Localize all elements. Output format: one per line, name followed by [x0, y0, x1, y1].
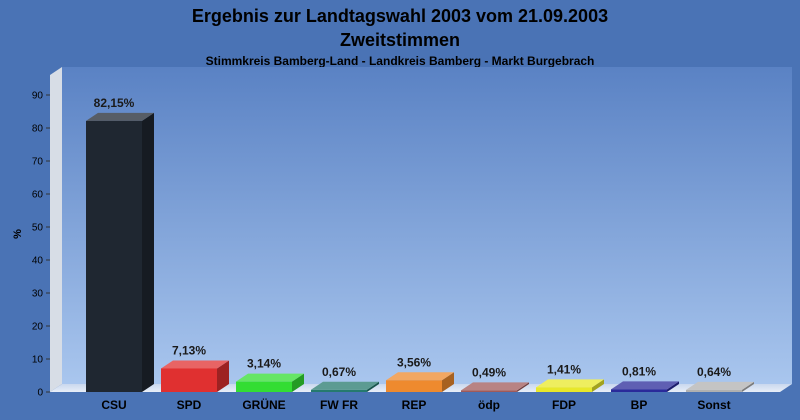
y-tick-label: 20	[32, 322, 44, 333]
chart-subtitle: Zweitstimmen	[340, 30, 460, 50]
bar-front	[461, 390, 517, 392]
bar-ödp: 0,49%	[461, 365, 529, 392]
bar-sonst: 0,64%	[686, 365, 754, 392]
y-tick-label: 70	[32, 157, 44, 168]
bar-top	[611, 381, 679, 390]
bar-csu: 82,15%	[86, 96, 154, 392]
x-tick-label: GRÜNE	[242, 397, 285, 412]
bar-bp: 0,81%	[611, 364, 679, 392]
data-label: 0,49%	[472, 365, 506, 379]
data-label: 0,64%	[697, 365, 731, 379]
x-tick-label: REP	[402, 398, 427, 412]
data-label: 82,15%	[94, 96, 135, 110]
bar-side	[367, 381, 379, 392]
bar-front	[161, 368, 217, 392]
bar-side	[592, 379, 604, 392]
bar-top	[311, 381, 379, 390]
y-tick-label: 50	[32, 223, 44, 234]
plot-area	[50, 67, 792, 392]
plot-left-wall	[50, 67, 62, 392]
bars: 82,15% 7,13% 3,14% 0,67% 3,56% 0,49% 1,41% 0,81…	[86, 96, 754, 392]
y-tick-label: 90	[32, 91, 44, 102]
y-axis-label: %	[12, 229, 24, 239]
bar-front	[386, 380, 442, 392]
bar-top	[461, 382, 529, 391]
y-tick-label: 30	[32, 289, 44, 300]
bar-grüne: 3,14%	[236, 357, 304, 392]
bar-top	[236, 373, 304, 382]
y-tick-label: 80	[32, 124, 44, 135]
x-tick-label: FW FR	[320, 398, 358, 412]
bar-top	[536, 379, 604, 388]
bar-side	[742, 381, 754, 392]
data-label: 0,81%	[622, 364, 656, 378]
plot-back-wall	[62, 67, 792, 384]
bar-front	[86, 120, 142, 392]
bar-top	[86, 112, 154, 121]
y-tick-label: 10	[32, 355, 44, 366]
x-tick-label: SPD	[177, 398, 202, 412]
x-tick-label: Sonst	[697, 398, 730, 412]
x-axis: CSU SPD GRÜNE FW FR REP ödp FDP BP Sonst	[101, 397, 730, 412]
x-tick-label: FDP	[552, 398, 576, 412]
bar-side	[517, 382, 529, 392]
y-tick-label: 40	[32, 256, 44, 267]
bar-fw-fr: 0,67%	[311, 365, 379, 392]
data-label: 3,56%	[397, 355, 431, 369]
chart-title: Ergebnis zur Landtagswahl 2003 vom 21.09…	[192, 6, 608, 26]
y-axis: 0 10 20 30 40 50 60 70 80 90	[32, 91, 50, 399]
bar-front	[611, 389, 667, 392]
bar-fdp: 1,41%	[536, 362, 604, 392]
chart-caption: Stimmkreis Bamberg-Land - Landkreis Bamb…	[206, 54, 595, 68]
bar-side	[292, 373, 304, 392]
y-tick-label: 0	[37, 388, 43, 399]
bar-front	[311, 389, 367, 392]
bar-top	[386, 372, 454, 381]
x-tick-label: CSU	[101, 398, 126, 412]
data-label: 0,67%	[322, 365, 356, 379]
x-tick-label: BP	[631, 398, 648, 412]
data-label: 3,14%	[247, 357, 281, 371]
bar-spd: 7,13%	[161, 343, 229, 392]
x-tick-label: ödp	[478, 398, 500, 412]
bar-top	[686, 381, 754, 390]
bar-rep: 3,56%	[386, 355, 454, 392]
bar-front	[236, 381, 292, 392]
bar-top	[161, 360, 229, 369]
data-label: 7,13%	[172, 343, 206, 357]
bar-side	[667, 381, 679, 392]
y-tick-label: 60	[32, 190, 44, 201]
bar-side	[142, 112, 154, 392]
bar-side	[217, 360, 229, 392]
bar-side	[442, 372, 454, 392]
bar-front	[686, 389, 742, 392]
data-label: 1,41%	[547, 362, 581, 376]
bar-front	[536, 387, 592, 392]
